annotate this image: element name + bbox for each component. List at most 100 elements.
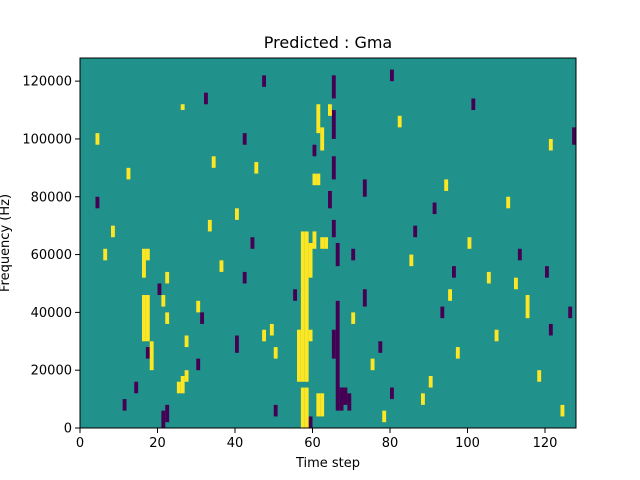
x-tick-label: 20 [149, 436, 166, 451]
heatmap-cell-high [254, 162, 259, 174]
heatmap-cell-high [211, 156, 216, 168]
x-axis-ticks: 0 20 40 60 80 100 120 [76, 428, 558, 451]
heatmap-cell-high [300, 231, 305, 382]
heatmap-cell-low [339, 387, 344, 411]
heatmap-cell-low [568, 306, 573, 319]
heatmap-cell-low [413, 225, 418, 238]
heatmap-cell-low [331, 219, 336, 238]
heatmap-cell-low [390, 387, 394, 400]
heatmap-cell-low [242, 133, 247, 145]
heatmap-cell-high [316, 104, 321, 134]
heatmap-cell-high [312, 173, 317, 186]
y-tick-label: 80000 [31, 190, 72, 205]
heatmap-cell-low [293, 289, 298, 301]
heatmap-cell-high [269, 323, 274, 336]
heatmap-cell-high [165, 312, 170, 324]
heatmap-cell-low [196, 358, 201, 371]
heatmap-cell-high [165, 271, 170, 284]
y-tick-label: 60000 [31, 248, 72, 263]
heatmap-cell-high [548, 138, 553, 151]
plot-frame [79, 57, 577, 429]
x-tick-label: 80 [382, 436, 399, 451]
heatmap-cell-high [537, 370, 542, 382]
x-tick-label: 120 [533, 436, 558, 451]
heatmap-cell-low [331, 75, 336, 99]
heatmap-cell-high [207, 219, 212, 232]
heatmap-cell-high [409, 254, 414, 267]
heatmap-cell-low [204, 92, 208, 105]
heatmap-cell-high [300, 387, 305, 428]
heatmap-cell-high [142, 248, 146, 278]
heatmap-cell-low [351, 248, 356, 261]
heatmap-cell-low [343, 387, 348, 405]
heatmap-cell-low [235, 335, 239, 353]
heatmap-cell-low [331, 110, 336, 139]
heatmap-cell-low [347, 393, 352, 411]
heatmap-cell-high [320, 393, 325, 417]
heatmap-cell-low [362, 179, 367, 197]
heatmap-cell-high [126, 167, 131, 180]
heatmap-cell-high [184, 370, 189, 382]
heatmap-cell-low [452, 266, 456, 278]
heatmap-cell-high [149, 341, 154, 371]
heatmap-cell-low [145, 347, 150, 359]
x-tick-label: 40 [227, 436, 244, 451]
heatmap-cell-low [262, 75, 267, 87]
y-axis-ticks: 0 20000 40000 60000 80000 100000 120000 [22, 75, 80, 437]
heatmap-cell-high [219, 260, 224, 272]
heatmap-cell-high [328, 104, 332, 116]
heatmap-cell-high [184, 335, 189, 348]
heatmap-cell-low [572, 127, 577, 145]
heatmap-cell-high [145, 295, 150, 342]
heatmap-cell-high [397, 115, 402, 128]
x-axis-label: Time step [295, 456, 360, 471]
heatmap-cell-high [304, 387, 309, 428]
x-tick-label: 0 [76, 436, 84, 451]
heatmap-cell-low [432, 202, 437, 215]
heatmap-cell-high [196, 300, 201, 313]
heatmap-cell-high [316, 393, 321, 417]
heatmap-cell-high [262, 329, 267, 342]
heatmap-cell-low [548, 323, 553, 336]
heatmap-cell-high [382, 410, 387, 423]
heatmap-cell-high [180, 375, 185, 394]
heatmap-cell-low [331, 156, 336, 180]
heatmap-cell-low [122, 399, 127, 411]
heatmap-cell-high [494, 329, 499, 342]
heatmap-cell-high [316, 173, 321, 186]
heatmap-cell-high [111, 225, 115, 238]
heatmap-cell-high [370, 358, 375, 371]
heatmap-cell-high [308, 243, 313, 278]
heatmap-cell-high [103, 248, 108, 261]
heatmap-cell-low [331, 329, 336, 359]
chart-title: Predicted : Gma [264, 33, 392, 52]
heatmap-cell-low [362, 289, 367, 307]
heatmap-cell-low [308, 416, 313, 428]
heatmap-cell-low [328, 190, 332, 209]
heatmap-cell-low [312, 144, 317, 157]
heatmap-cell-low [165, 404, 170, 423]
heatmap-cell-high [525, 295, 530, 319]
heatmap-cell-low [378, 341, 383, 353]
heatmap-cell-high [145, 248, 150, 261]
heatmap-cell-high [161, 295, 166, 307]
heatmap-cell-low [335, 300, 340, 411]
heatmap-cell-high [320, 237, 325, 249]
heatmap-cells [80, 58, 577, 428]
heatmap-cell-high [95, 133, 100, 145]
heatmap-cell-low [242, 271, 247, 284]
heatmap-cell-high [320, 127, 325, 151]
heatmap-cell-high [273, 347, 278, 359]
heatmap-cell-high [444, 179, 449, 191]
heatmap-cell-high [176, 381, 181, 394]
heatmap-cell-high [467, 237, 472, 249]
heatmap-cell-high [421, 393, 425, 405]
heatmap-cell-low [273, 404, 278, 417]
heatmap-cell-low [157, 283, 162, 296]
heatmap-cell-high [428, 375, 433, 388]
y-tick-label: 120000 [22, 75, 72, 90]
heatmap-cell-low [134, 381, 139, 394]
y-axis-label: Frequency (Hz) [0, 194, 13, 292]
heatmap-cell-low [545, 266, 549, 278]
